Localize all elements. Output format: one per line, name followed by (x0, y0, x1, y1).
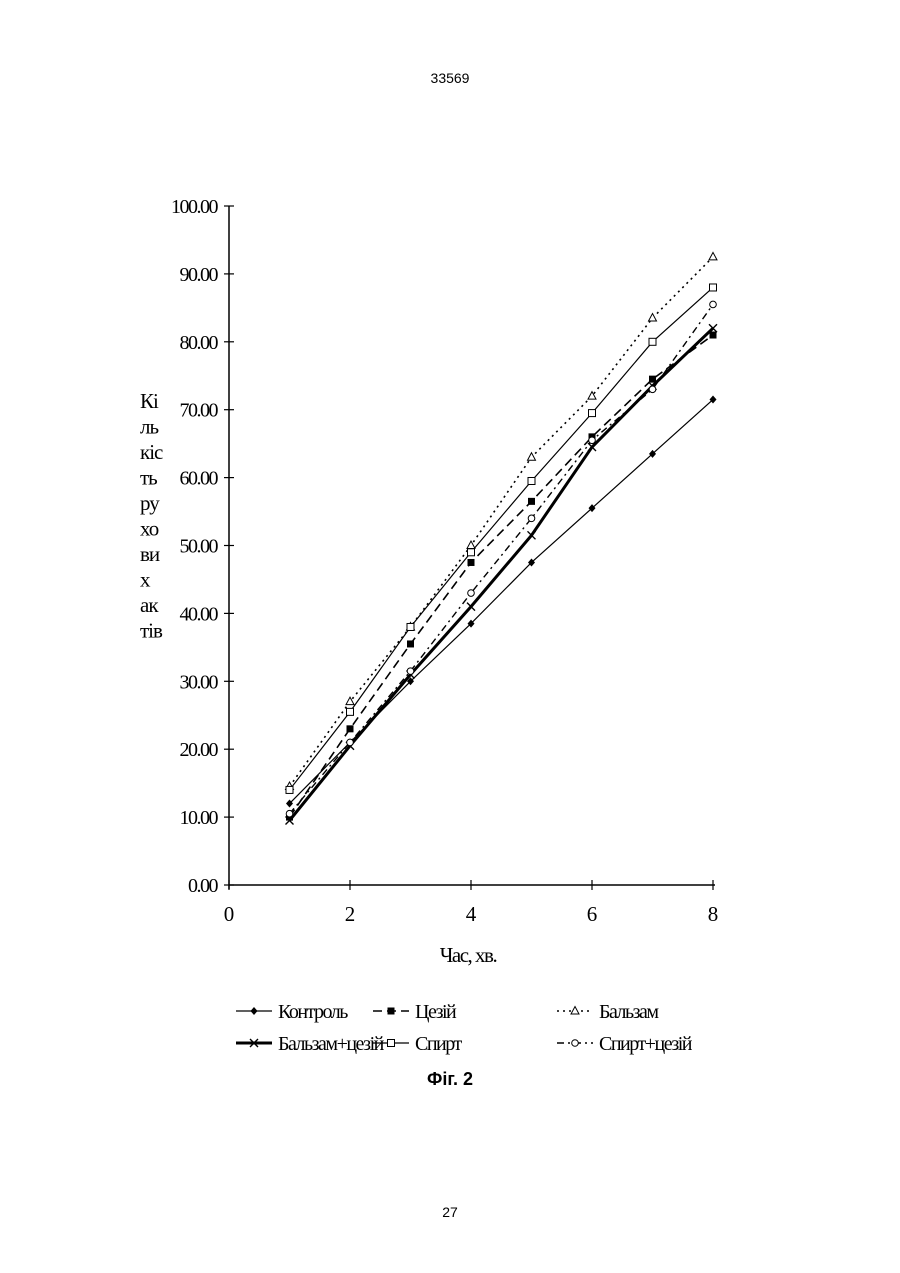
circle-marker (710, 301, 717, 308)
y-axis-label-line: х (140, 568, 151, 592)
square-marker (388, 1008, 395, 1015)
circle-marker (347, 739, 354, 746)
y-tick-label: 0.00 (188, 875, 219, 897)
x-marker (467, 603, 475, 611)
chart-legend: Контроль Цезій Бальзам Бальзам+цезій Спирт Сп… (236, 1001, 693, 1055)
x-tick-label: 2 (345, 902, 356, 926)
y-tick-label: 40.00 (180, 603, 219, 625)
legend-label: Спирт+цезій (599, 1033, 693, 1055)
y-axis-label-line: хо (140, 517, 159, 541)
open-square-marker (528, 477, 535, 484)
legend-label: Бальзам+цезій (278, 1033, 385, 1055)
legend-item: Цезій (373, 1001, 457, 1023)
circle-marker (407, 668, 414, 675)
circle-marker (286, 810, 293, 817)
page-number-bottom: 27 (0, 1204, 900, 1220)
x-marker (709, 324, 717, 332)
figure-caption: Фіг. 2 (0, 1069, 900, 1090)
circle-marker (528, 515, 535, 522)
triangle-marker (571, 1007, 579, 1015)
diamond-marker (251, 1007, 258, 1015)
x-tick-label: 6 (587, 902, 598, 926)
open-square-marker (468, 549, 475, 556)
square-marker (468, 559, 475, 566)
x-axis-label: Час, хв. (440, 943, 497, 967)
legend-item: Бальзам+цезій (236, 1033, 385, 1055)
legend-item: Спирт+цезій (557, 1033, 693, 1055)
legend-label: Контроль (278, 1001, 348, 1023)
legend-label: Бальзам (599, 1001, 659, 1023)
legend-item: Спирт (373, 1033, 462, 1055)
y-tick-label: 10.00 (180, 807, 219, 829)
y-tick-label: 20.00 (180, 739, 219, 761)
circle-marker (589, 437, 596, 444)
y-axis-label: Кількістьруховихактів (140, 389, 163, 643)
legend-item: Контроль (236, 1001, 348, 1023)
y-tick-label: 100.00 (171, 196, 219, 218)
y-tick-label: 80.00 (180, 332, 219, 354)
open-square-marker (347, 708, 354, 715)
y-axis-label-line: ть (140, 466, 157, 490)
legend-label: Спирт (415, 1033, 462, 1055)
open-square-marker (710, 284, 717, 291)
y-tick-label: 70.00 (180, 400, 219, 422)
y-axis-label-line: Кі (140, 389, 159, 413)
series-4 (286, 324, 718, 824)
y-axis-label-line: ви (140, 542, 160, 566)
circle-marker (468, 590, 475, 597)
x-tick-label: 8 (708, 902, 719, 926)
triangle-marker (649, 314, 657, 322)
legend-item: Бальзам (557, 1001, 659, 1023)
circle-marker (572, 1040, 579, 1047)
legend-label: Цезій (415, 1001, 457, 1023)
y-tick-label: 50.00 (180, 536, 219, 558)
x-marker (588, 443, 596, 451)
y-tick-label: 60.00 (180, 468, 219, 490)
open-square-marker (407, 623, 414, 630)
y-axis-label-line: кіс (140, 440, 163, 464)
open-square-marker (589, 410, 596, 417)
open-square-marker (286, 786, 293, 793)
square-marker (528, 498, 535, 505)
circle-marker (649, 386, 656, 393)
triangle-marker (709, 252, 717, 259)
y-axis-label-line: тів (140, 619, 163, 643)
y-axis-label-line: ак (140, 593, 159, 617)
chart-axes: 0.00 10.00 20.00 30.00 40.00 50.00 60.00 70.00 8… (171, 196, 718, 967)
open-square-marker (388, 1040, 395, 1047)
chart-series (286, 252, 718, 824)
x-tick-label: 0 (224, 902, 235, 926)
square-marker (407, 640, 414, 647)
series-line (290, 328, 714, 820)
y-axis-label-line: ру (140, 491, 160, 515)
open-square-marker (649, 338, 656, 345)
x-marker (528, 531, 536, 539)
series-5 (286, 284, 717, 793)
y-tick-label: 30.00 (180, 671, 219, 693)
square-marker (347, 725, 354, 732)
y-axis-label-line: ль (140, 415, 158, 439)
x-tick-label: 4 (466, 902, 477, 926)
series-line (290, 335, 714, 817)
y-tick-label: 90.00 (180, 264, 219, 286)
triangle-marker (528, 453, 536, 461)
